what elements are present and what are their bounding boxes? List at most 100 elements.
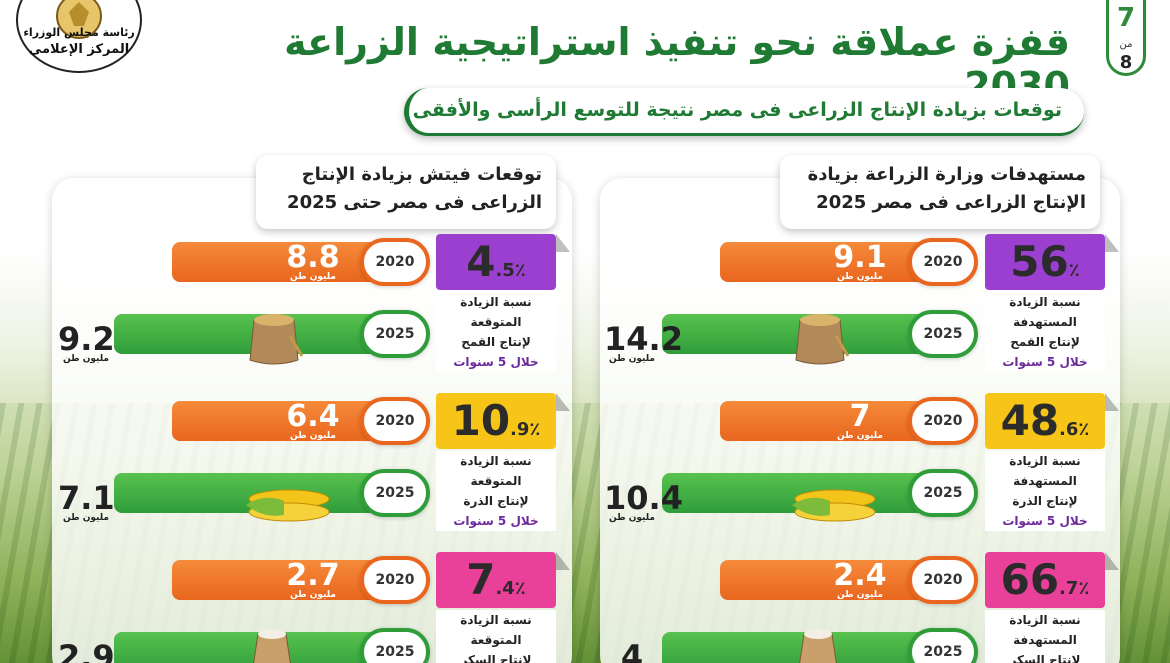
fitch-row-3-desc-line-3: لإنتاج السكر: [460, 653, 532, 663]
fitch-row-2-value-2020-number: 6.4: [286, 399, 340, 434]
fitch-row-1-value-2025-number: 9.2: [58, 320, 115, 358]
fitch-row-1-percent-value: 4: [466, 237, 496, 286]
ministry-row-3-tag-fold: [1105, 552, 1119, 570]
ministry-row-2-percent-fraction: .6٪: [1059, 419, 1090, 440]
fitch-row-2-desc-line-3: لإنتاج الذرة: [463, 494, 529, 508]
page-indicator: 7 من 8: [1106, 0, 1146, 76]
fitch-row-1-year-2020: 2020: [360, 238, 430, 286]
fitch-row-2-desc-line-1: نسبة الزيادة: [460, 454, 532, 468]
ministry-row-1-year-2025: 2025: [908, 310, 978, 358]
fitch-row-1-year-2025: 2025: [360, 310, 430, 358]
ministry-row-1-duration: خلال 5 سنوات: [1002, 355, 1088, 369]
fitch-row-3-value-2020: 2.7 مليون طن: [278, 558, 348, 601]
ministry-row-2-duration: خلال 5 سنوات: [1002, 514, 1088, 528]
page-current: 7: [1116, 3, 1136, 33]
ministry-row-2-desc-line-2: المستهدفة: [1013, 474, 1077, 488]
fitch-row-1-value-2025: 9.2 مليون طن: [58, 320, 115, 364]
ministry-row-2-description: نسبة الزيادة المستهدفة لإنتاج الذرة خلال 5 …: [985, 451, 1105, 531]
corn-icon: [790, 485, 880, 529]
ministry-row-1-percent-tag: 56٪: [985, 234, 1119, 290]
fitch-title-line1: توقعات فيتش بزيادة الإنتاج: [301, 164, 542, 185]
ministry-row-2-tag-fold: [1105, 393, 1119, 411]
fitch-row-3-value-2020-number: 2.7: [286, 558, 340, 593]
ministry-row-2-desc-line-3: لإنتاج الذرة: [1012, 494, 1078, 508]
fitch-row-2-desc-line-2: المتوقعة: [470, 474, 522, 488]
fitch-row-2-value-2025: 7.1 مليون طن: [58, 479, 115, 523]
logo-text-cabinet: رئاسة مجلس الوزراء: [23, 26, 135, 39]
fitch-row-2-value-2025-unit: مليون طن: [63, 513, 109, 523]
fitch-row-2-year-2025: 2025: [360, 469, 430, 517]
ministry-targets-title: مستهدفات وزارة الزراعة بزيادة الإنتاج ال…: [780, 155, 1100, 229]
fitch-row-1-value-2020-number: 8.8: [286, 240, 340, 275]
ministry-row-3-value-2020-unit: مليون طن: [837, 590, 883, 600]
ministry-row-1-description: نسبة الزيادة المستهدفة لإنتاج القمح خلال 5 …: [985, 292, 1105, 372]
ministry-row-2-year-2020: 2020: [908, 397, 978, 445]
corn-icon: [244, 485, 334, 529]
fitch-title-line2: الزراعى فى مصر حتى 2025: [287, 192, 542, 213]
ministry-row-3-desc-line-3: لإنتاج السكر: [1009, 653, 1081, 663]
fitch-row-2-duration: خلال 5 سنوات: [453, 514, 539, 528]
fitch-row-2-value-2020: 6.4 مليون طن: [278, 399, 348, 442]
fitch-row-1-description: نسبة الزيادة المتوقعة لإنتاج القمح خلال 5 س…: [436, 292, 556, 372]
ministry-row-3-value-2020: 2.4 مليون طن: [825, 558, 895, 601]
ministry-row-3-percent-value: 66: [1000, 555, 1060, 604]
fitch-forecast-title: توقعات فيتش بزيادة الإنتاج الزراعى فى مص…: [256, 155, 556, 229]
page-of-label: من: [1119, 39, 1133, 50]
ministry-row-2-value-2020: 7 مليون طن: [825, 402, 895, 442]
ministry-row-1-value-2020-number: 9.1: [833, 240, 887, 275]
ministry-row-2-value-2025-number: 10.4: [604, 479, 683, 517]
fitch-row-2-value-2025-number: 7.1: [58, 479, 115, 517]
fitch-row-3-desc-line-1: نسبة الزيادة: [460, 613, 532, 627]
wheat-sack-icon: [790, 306, 850, 372]
fitch-row-1-percent-tag: 4.5٪: [436, 234, 570, 290]
ministry-row-1-desc-line-3: لإنتاج القمح: [1010, 335, 1080, 349]
subtitle-banner: توقعات بزيادة الإنتاج الزراعى فى مصر نتي…: [404, 88, 1084, 136]
ministry-row-2-value-2020-unit: مليون طن: [837, 431, 883, 441]
fitch-row-1-value-2020-unit: مليون طن: [290, 272, 336, 282]
ministry-row-2-value-2025: 10.4 مليون طن: [604, 479, 683, 523]
fitch-row-2-description: نسبة الزيادة المتوقعة لإنتاج الذرة خلال 5 س…: [436, 451, 556, 531]
subtitle-text: توقعات بزيادة الإنتاج الزراعى فى مصر نتي…: [412, 99, 1062, 121]
ministry-row-1-desc-line-2: المستهدفة: [1013, 315, 1077, 329]
ministry-row-2-value-2025-unit: مليون طن: [609, 513, 655, 523]
ministry-row-3-desc-line-2: المستهدفة: [1013, 633, 1077, 647]
sugar-sack-icon: [244, 624, 300, 663]
fitch-row-1-desc-line-1: نسبة الزيادة: [460, 295, 532, 309]
fitch-row-3-description: نسبة الزيادة المتوقعة لإنتاج السكر: [436, 610, 556, 663]
ministry-row-1-year-2020: 2020: [908, 238, 978, 286]
fitch-row-2-percent-tag: 10.9٪: [436, 393, 570, 449]
fitch-row-2-year-2020: 2020: [360, 397, 430, 445]
ministry-title-line2: الإنتاج الزراعى فى مصر 2025: [816, 192, 1086, 213]
ministry-row-3-desc-line-1: نسبة الزيادة: [1009, 613, 1081, 627]
fitch-row-3-value-2025: 2.9مليون طن: [58, 638, 115, 663]
fitch-row-1-value-2020: 8.8 مليون طن: [278, 240, 348, 283]
fitch-row-1-value-2025-unit: مليون طن: [63, 354, 109, 364]
ministry-row-3-percent-fraction: .7٪: [1059, 578, 1090, 599]
fitch-row-1-desc-line-3: لإنتاج القمح: [461, 335, 531, 349]
fitch-row-2-percent-fraction: .9٪: [510, 419, 541, 440]
ministry-row-1-desc-line-1: نسبة الزيادة: [1009, 295, 1081, 309]
fitch-row-3-value-2025-number: 2.9: [58, 638, 115, 663]
ministry-row-1-value-2020: 9.1 مليون طن: [825, 240, 895, 283]
ministry-row-1-value-2025: 14.2 مليون طن: [604, 323, 683, 364]
ministry-row-3-percent-tag: 66.7٪: [985, 552, 1119, 608]
fitch-row-3-desc-line-2: المتوقعة: [470, 633, 522, 647]
fitch-row-2-value-2020-unit: مليون طن: [290, 431, 336, 441]
ministry-row-3-value-2025-number: 4: [620, 638, 644, 663]
ministry-row-2-percent-tag: 48.6٪: [985, 393, 1119, 449]
ministry-row-3-value-2020-number: 2.4: [833, 558, 887, 593]
fitch-row-1-percent-fraction: .5٪: [495, 260, 526, 281]
wheat-sack-icon: [244, 306, 304, 372]
ministry-title-line1: مستهدفات وزارة الزراعة بزيادة: [807, 164, 1086, 185]
fitch-row-3-percent-value: 7: [466, 555, 496, 604]
fitch-row-3-value-2020-unit: مليون طن: [290, 590, 336, 600]
page-total: 8: [1119, 52, 1133, 73]
ministry-row-3-year-2020: 2020: [908, 556, 978, 604]
fitch-row-3-year-2020: 2020: [360, 556, 430, 604]
page-title-text: قفزة عملاقة نحو تنفيذ استراتيجية الزراعة: [284, 20, 1070, 64]
sugar-sack-icon: [790, 624, 846, 663]
ministry-row-3-description: نسبة الزيادة المستهدفة لإنتاج السكر: [985, 610, 1105, 663]
ministry-row-1-value-2020-unit: مليون طن: [837, 272, 883, 282]
fitch-row-3-percent-tag: 7.4٪: [436, 552, 570, 608]
